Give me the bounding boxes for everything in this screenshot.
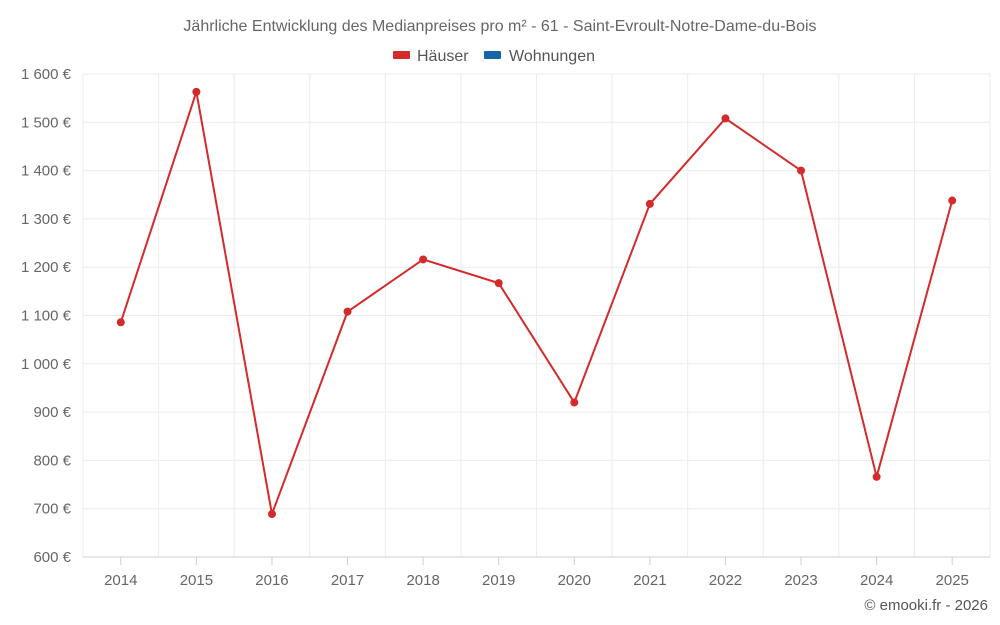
data-point[interactable]: [645, 199, 654, 208]
x-tick-label: 2019: [482, 572, 515, 589]
x-tick-label: 2017: [331, 572, 364, 589]
y-tick-label: 1 300 €: [21, 211, 72, 228]
x-tick-label: 2023: [784, 572, 817, 589]
chart-title: Jährliche Entwicklung des Medianpreises …: [183, 18, 816, 35]
data-point[interactable]: [419, 255, 428, 264]
y-tick-label: 700 €: [33, 501, 71, 518]
data-point[interactable]: [570, 398, 579, 407]
x-tick-label: 2024: [860, 572, 893, 589]
y-axis: 600 € 700 € 800 € 900 € 1 000 € 1 100 € 1 200 …: [21, 66, 72, 566]
legend-item-haeuser[interactable]: Häuser: [393, 48, 469, 65]
legend-label-haeuser: Häuser: [417, 48, 469, 65]
x-tick-label: 2015: [180, 572, 213, 589]
grid: [82, 73, 991, 558]
x-tick-label: 2016: [255, 572, 288, 589]
legend: Häuser Wohnungen: [393, 48, 595, 65]
y-tick-label: 1 600 €: [21, 66, 72, 83]
legend-label-wohnungen: Wohnungen: [509, 48, 595, 65]
legend-swatch-wohnungen: [484, 51, 501, 59]
y-tick-label: 1 000 €: [21, 356, 72, 373]
y-tick-label: 900 €: [33, 404, 71, 421]
data-point[interactable]: [116, 318, 125, 327]
data-point[interactable]: [267, 510, 276, 519]
legend-swatch-haeuser: [393, 51, 410, 59]
data-point[interactable]: [721, 114, 730, 123]
data-point[interactable]: [494, 279, 503, 288]
legend-item-wohnungen[interactable]: Wohnungen: [484, 48, 595, 65]
x-tick-label: 2025: [936, 572, 969, 589]
y-tick-label: 1 200 €: [21, 259, 72, 276]
data-point[interactable]: [192, 87, 201, 96]
x-tick-label: 2021: [633, 572, 666, 589]
y-tick-label: 600 €: [33, 549, 71, 566]
x-axis: 2014 2015 2016 2017 2018 2019 2020 2021 2022 2023…: [83, 556, 990, 589]
data-point[interactable]: [343, 307, 352, 316]
data-point[interactable]: [948, 196, 957, 205]
y-tick-label: 1 500 €: [21, 114, 72, 131]
series-line-0: [119, 90, 954, 516]
x-tick-label: 2014: [104, 572, 137, 589]
y-tick-label: 800 €: [33, 452, 71, 469]
y-tick-label: 1 100 €: [21, 308, 72, 325]
x-tick-label: 2022: [709, 572, 742, 589]
credit-text: © emooki.fr - 2026: [864, 597, 988, 614]
plot-area: [116, 87, 957, 519]
y-tick-label: 1 400 €: [21, 163, 72, 180]
x-tick-label: 2018: [406, 572, 439, 589]
data-point[interactable]: [797, 166, 806, 175]
data-point[interactable]: [872, 472, 881, 481]
x-tick-label: 2020: [558, 572, 591, 589]
